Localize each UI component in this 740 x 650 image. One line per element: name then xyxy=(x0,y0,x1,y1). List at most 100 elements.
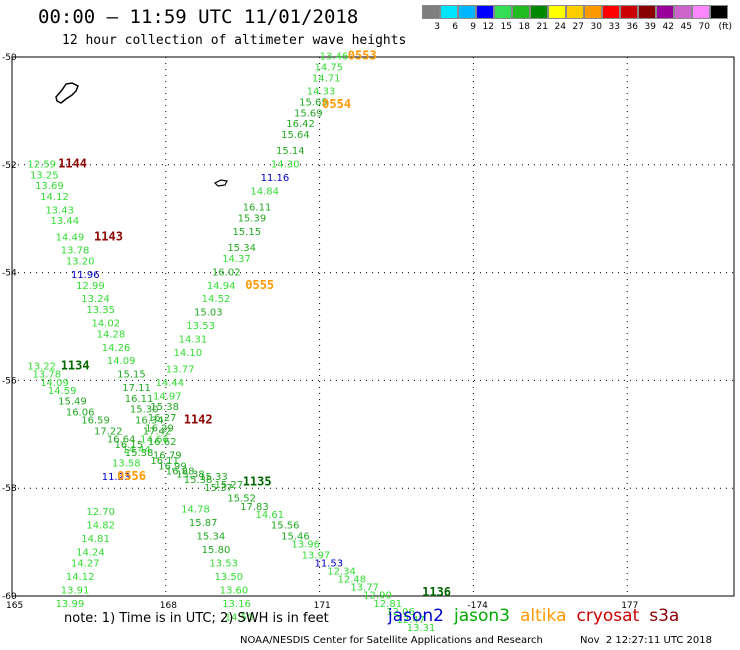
color-swatch xyxy=(674,5,692,19)
wave-height-value: 14.10 xyxy=(173,348,202,359)
wave-height-value: 12.48 xyxy=(338,575,367,586)
wave-height-value: 14.26 xyxy=(102,343,131,354)
auckland-islands-outline xyxy=(55,82,79,104)
wave-height-value: 14.81 xyxy=(81,534,110,545)
color-swatch xyxy=(548,5,566,19)
wave-height-value: 15.37 xyxy=(204,483,233,494)
wave-height-value: 16.64 xyxy=(107,434,136,445)
wave-height-value: 11.23 xyxy=(102,472,131,483)
color-scale-label: 70 xyxy=(698,22,710,32)
wave-height-value: 16.34 xyxy=(135,416,164,427)
wave-height-value: 13.24 xyxy=(81,294,110,305)
wave-height-value: 16.79 xyxy=(153,451,182,462)
wave-height-value: 14.71 xyxy=(312,73,341,84)
longitude-tick-label: 168 xyxy=(160,601,177,611)
wave-height-value: 12.47 xyxy=(397,615,426,626)
wave-height-value: 11.16 xyxy=(261,173,290,184)
wave-height-value: 14.49 xyxy=(56,232,85,243)
color-scale-label: 12 xyxy=(482,22,494,32)
wave-height-value: 14.37 xyxy=(222,254,251,265)
wave-height-value: 15.80 xyxy=(202,545,231,556)
wave-height-value: 15.34 xyxy=(197,531,226,542)
latitude-tick-label: -50 xyxy=(2,53,17,63)
color-swatch xyxy=(656,5,674,19)
wave-height-value: 12.70 xyxy=(86,507,115,518)
wave-height-value: 17.11 xyxy=(122,383,151,394)
wave-height-value: 17.22 xyxy=(94,426,123,437)
pass-time-label: 1134 xyxy=(61,359,90,373)
color-swatch xyxy=(494,5,512,19)
color-swatch xyxy=(638,5,656,19)
wave-height-value: 15.49 xyxy=(58,397,87,408)
pass-time-label: 1144 xyxy=(58,156,87,170)
wave-height-value: 13.53 xyxy=(186,321,215,332)
wave-height-value: 13.69 xyxy=(35,181,64,192)
color-scale-unit: (ft) xyxy=(718,22,732,32)
longitude-tick-label: 177 xyxy=(621,601,638,611)
wave-height-value: 16.11 xyxy=(243,203,272,214)
wave-height-value: 14.94 xyxy=(207,281,236,292)
map-frame xyxy=(11,56,735,597)
wave-height-value: 13.25 xyxy=(30,170,59,181)
latitude-tick-label: -60 xyxy=(2,592,17,602)
pass-time-label: 1142 xyxy=(184,413,213,427)
color-scale-label: 45 xyxy=(680,22,692,32)
wave-height-value: 12.34 xyxy=(327,566,356,577)
pass-time-label: 1136 xyxy=(422,585,451,599)
legend-item: jason2 xyxy=(388,606,444,626)
color-swatch xyxy=(566,5,584,19)
pass-time-label: 0555 xyxy=(245,278,274,292)
wave-height-value: 14.52 xyxy=(202,294,231,305)
color-swatch xyxy=(530,5,548,19)
wave-height-value: 13.96 xyxy=(291,539,320,550)
wave-height-value: 16.42 xyxy=(286,119,315,130)
color-scale-label: 27 xyxy=(572,22,584,32)
wave-height-value: 15.69 xyxy=(294,108,323,119)
page-title: 00:00 – 11:59 UTC 11/01/2018 xyxy=(38,6,359,28)
wave-height-value: 13.58 xyxy=(112,459,141,470)
color-scale-label: 15 xyxy=(500,22,512,32)
pass-time-label: 1143 xyxy=(94,229,123,243)
wave-height-value: 16.02 xyxy=(212,267,241,278)
wave-height-value: 15.34 xyxy=(227,243,256,254)
wave-height-value: 13.46 xyxy=(320,52,349,63)
latitude-tick-label: -56 xyxy=(2,376,17,386)
wave-height-value: 14.75 xyxy=(314,62,343,73)
wave-height-value: 13.16 xyxy=(222,599,251,610)
wave-height-value: 13.43 xyxy=(45,205,74,216)
pass-time-label: 1135 xyxy=(243,475,272,489)
color-swatch xyxy=(692,5,710,19)
wave-height-value: 13.78 xyxy=(61,246,90,257)
wave-height-value: 15.38 xyxy=(176,469,205,480)
wave-height-value: 12.81 xyxy=(373,599,402,610)
color-swatch xyxy=(584,5,602,19)
wave-height-value: 14.50 xyxy=(225,612,254,623)
wave-height-value: 13.35 xyxy=(86,305,115,316)
wave-height-value: 15.15 xyxy=(117,370,146,381)
color-scale-label: 39 xyxy=(644,22,656,32)
wave-height-value: 14.12 xyxy=(40,192,69,203)
wave-height-value: 14.84 xyxy=(250,186,279,197)
wave-height-value: 15.46 xyxy=(281,531,310,542)
wave-height-value: 13.44 xyxy=(50,216,79,227)
latitude-tick-label: -58 xyxy=(2,484,17,494)
color-scale-label: 42 xyxy=(662,22,674,32)
wave-height-value: 15.14 xyxy=(276,146,305,157)
color-scale-label: 6 xyxy=(452,22,458,32)
wave-height-value: 14.97 xyxy=(153,391,182,402)
wave-height-value: 13.91 xyxy=(61,585,90,596)
wave-height-value: 15.38 xyxy=(150,402,179,413)
wave-height-value: 16.62 xyxy=(148,437,177,448)
wave-height-value: 17.42 xyxy=(143,426,172,437)
wave-height-value: 13.99 xyxy=(56,599,85,610)
wave-height-value: 13.53 xyxy=(209,558,238,569)
wave-height-value: 13.77 xyxy=(166,364,195,375)
color-scale-label: 21 xyxy=(536,22,548,32)
page-subtitle: 12 hour collection of altimeter wave hei… xyxy=(62,33,407,48)
wave-height-value: 13.31 xyxy=(407,623,436,634)
footer-note: note: 1) Time is in UTC; 2) SWH is in fe… xyxy=(64,611,329,626)
wave-height-value: 14.66 xyxy=(140,434,169,445)
color-swatch xyxy=(512,5,530,19)
wave-height-value: 14.12 xyxy=(66,572,95,583)
latitude-tick-label: -52 xyxy=(2,161,17,171)
